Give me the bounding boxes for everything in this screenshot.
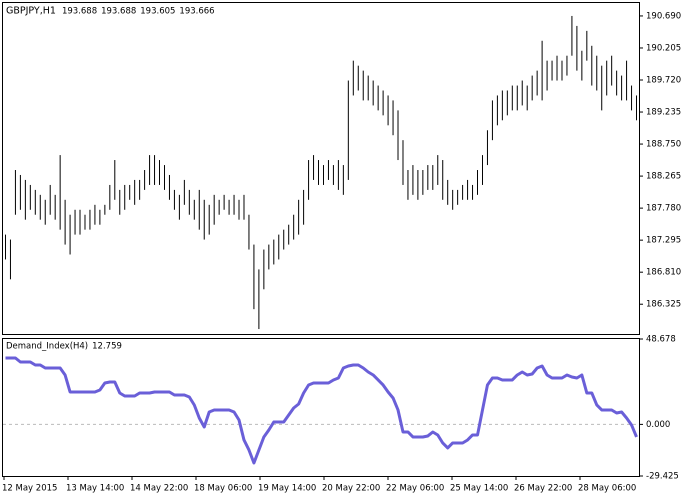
y-tick-label: -29.425 [646, 472, 679, 482]
header-value: 193.688 [62, 7, 97, 17]
y-tick-label: 189.235 [646, 108, 681, 118]
indicator-line [5, 356, 638, 465]
x-tick-label: 14 May 22:00 [130, 484, 188, 494]
x-tick-label: 28 May 06:00 [578, 484, 636, 494]
y-tick-label: 186.810 [646, 268, 681, 278]
y-tick-label: 187.780 [646, 204, 681, 214]
x-tick-label: 18 May 06:00 [194, 484, 252, 494]
x-tick-label: 25 May 14:00 [450, 484, 508, 494]
x-tick-label: 22 May 06:00 [386, 484, 444, 494]
header-value: 193.666 [179, 7, 214, 17]
x-tick-label: 13 May 14:00 [66, 484, 124, 494]
x-tick-label: 12 May 2015 [2, 484, 57, 494]
y-tick-label: 0.000 [646, 420, 670, 430]
x-tick-label: 26 May 22:00 [514, 484, 572, 494]
indicator-label: Demand_Index(H4) [6, 342, 88, 352]
y-tick-label: 186.325 [646, 300, 681, 310]
y-tick-label: 187.295 [646, 236, 681, 246]
price-panel [2, 2, 640, 335]
y-tick-label: 188.750 [646, 140, 681, 150]
symbol-label: GBPJPY,H1 [6, 6, 56, 17]
header-value: 193.688 [101, 7, 136, 17]
y-tick-label: 188.265 [646, 172, 681, 182]
y-tick-label: 48.678 [646, 335, 676, 345]
y-tick-label: 190.205 [646, 43, 681, 53]
x-tick-label: 19 May 14:00 [258, 484, 316, 494]
indicator-panel [2, 338, 640, 477]
x-tick-label: 20 May 22:00 [322, 484, 380, 494]
y-tick-label: 189.720 [646, 76, 681, 86]
y-tick-label: 190.690 [646, 11, 681, 21]
indicator-value: 12.759 [92, 342, 122, 352]
header-value: 193.605 [140, 7, 175, 17]
